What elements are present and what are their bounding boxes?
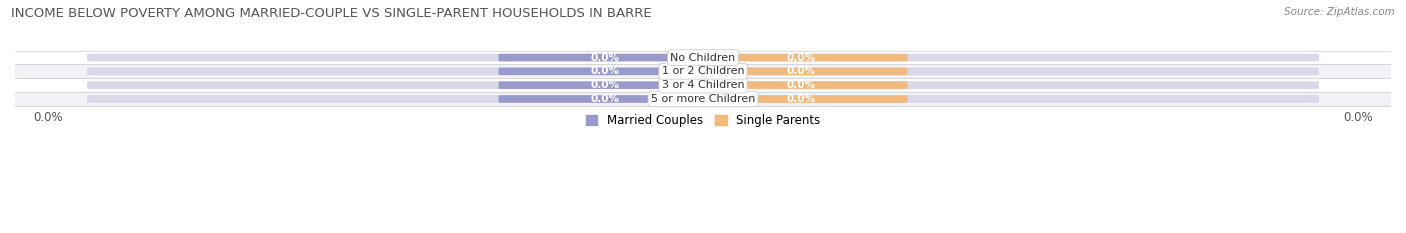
Bar [15, 65, 1391, 78]
Text: 0.0%: 0.0% [787, 53, 815, 62]
FancyBboxPatch shape [87, 95, 716, 103]
Text: INCOME BELOW POVERTY AMONG MARRIED-COUPLE VS SINGLE-PARENT HOUSEHOLDS IN BARRE: INCOME BELOW POVERTY AMONG MARRIED-COUPL… [11, 7, 652, 20]
FancyBboxPatch shape [690, 68, 1319, 75]
FancyBboxPatch shape [87, 81, 716, 89]
FancyBboxPatch shape [690, 95, 1319, 103]
FancyBboxPatch shape [87, 68, 716, 75]
FancyBboxPatch shape [87, 54, 716, 62]
FancyBboxPatch shape [690, 54, 1319, 62]
Text: 1 or 2 Children: 1 or 2 Children [662, 66, 744, 76]
Text: 0.0%: 0.0% [591, 66, 619, 76]
Bar [15, 92, 1391, 106]
FancyBboxPatch shape [499, 68, 711, 75]
Text: No Children: No Children [671, 53, 735, 62]
Text: 0.0%: 0.0% [787, 66, 815, 76]
FancyBboxPatch shape [690, 81, 1319, 89]
FancyBboxPatch shape [695, 54, 907, 61]
Legend: Married Couples, Single Parents: Married Couples, Single Parents [581, 109, 825, 132]
Text: 5 or more Children: 5 or more Children [651, 94, 755, 104]
FancyBboxPatch shape [695, 68, 907, 75]
FancyBboxPatch shape [499, 54, 711, 61]
Text: 3 or 4 Children: 3 or 4 Children [662, 80, 744, 90]
Text: 0.0%: 0.0% [787, 94, 815, 104]
Text: Source: ZipAtlas.com: Source: ZipAtlas.com [1284, 7, 1395, 17]
FancyBboxPatch shape [499, 81, 711, 89]
Text: 0.0%: 0.0% [591, 80, 619, 90]
Text: 0.0%: 0.0% [787, 80, 815, 90]
Text: 0.0%: 0.0% [591, 94, 619, 104]
FancyBboxPatch shape [695, 95, 907, 103]
Text: 0.0%: 0.0% [591, 53, 619, 62]
FancyBboxPatch shape [499, 95, 711, 103]
FancyBboxPatch shape [695, 81, 907, 89]
